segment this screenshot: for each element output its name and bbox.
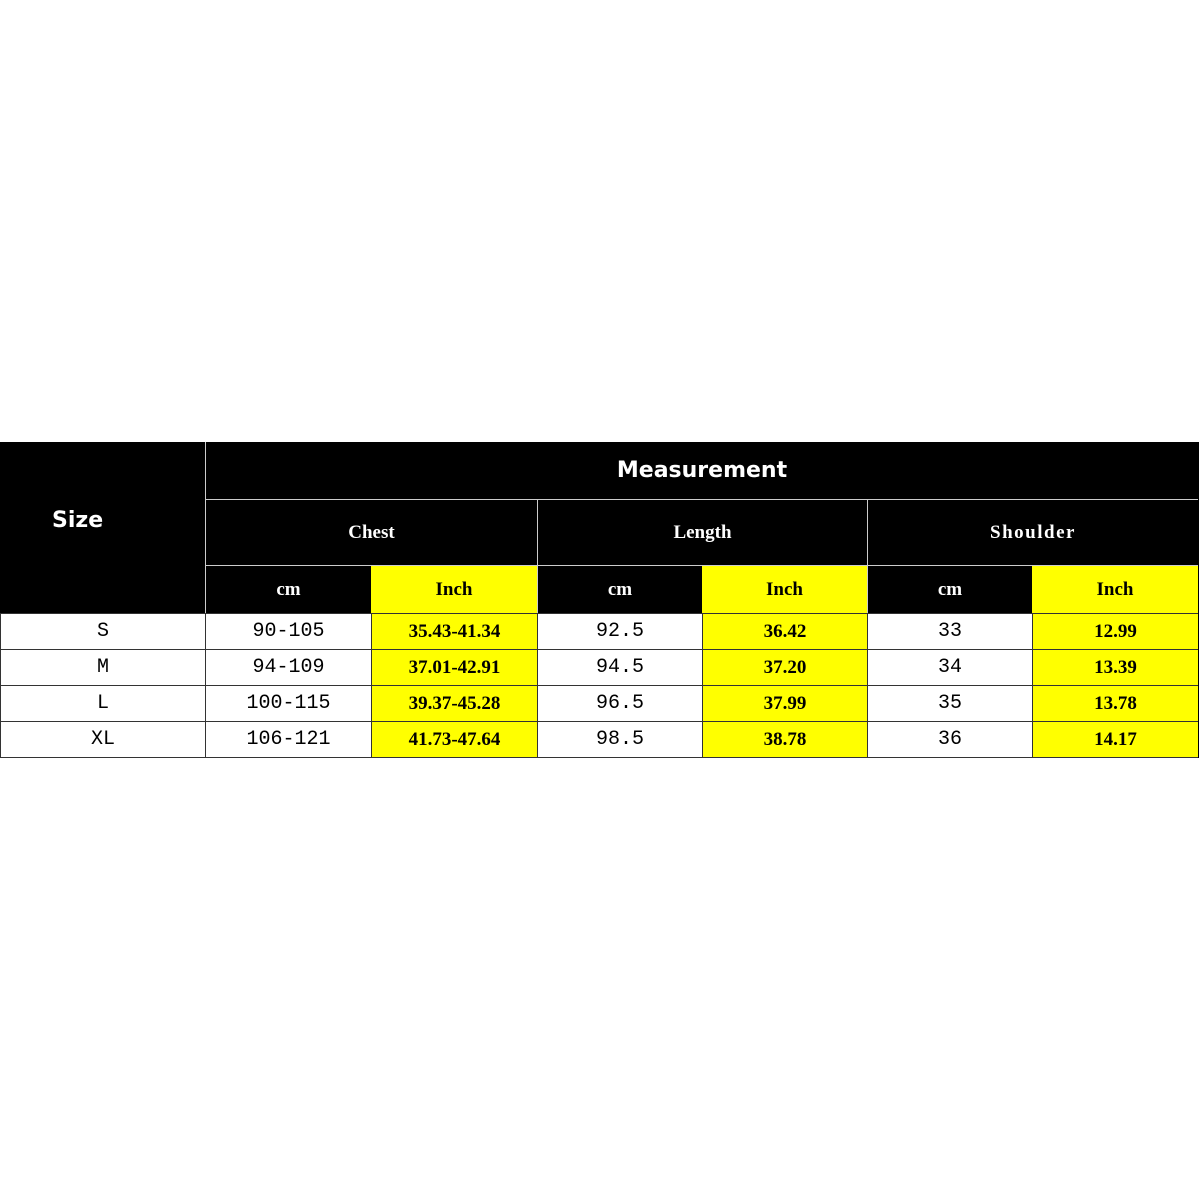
cell-length-inch: 37.99 <box>702 685 867 721</box>
unit-header-inch: Inch <box>371 565 537 613</box>
cell-size: S <box>0 613 205 649</box>
cell-chest-inch: 39.37-45.28 <box>371 685 537 721</box>
cell-length-inch: 38.78 <box>702 721 867 758</box>
cell-chest-inch: 41.73-47.64 <box>371 721 537 758</box>
cell-shoulder-inch: 12.99 <box>1032 613 1198 649</box>
unit-header-cm: cm <box>867 565 1032 613</box>
size-header: Size <box>0 442 205 613</box>
cell-shoulder-cm: 35 <box>867 685 1032 721</box>
cell-chest-inch: 37.01-42.91 <box>371 649 537 685</box>
group-header-chest: Chest <box>205 499 537 565</box>
cell-chest-cm: 90-105 <box>205 613 371 649</box>
cell-shoulder-cm: 33 <box>867 613 1032 649</box>
cell-length-cm: 92.5 <box>537 613 702 649</box>
cell-shoulder-cm: 36 <box>867 721 1032 758</box>
measurement-header: Measurement <box>205 442 1198 499</box>
unit-header-inch: Inch <box>1032 565 1198 613</box>
cell-length-inch: 36.42 <box>702 613 867 649</box>
group-header-shoulder: Shoulder <box>867 499 1198 565</box>
cell-length-cm: 94.5 <box>537 649 702 685</box>
cell-length-cm: 98.5 <box>537 721 702 758</box>
cell-size: XL <box>0 721 205 758</box>
unit-header-cm: cm <box>537 565 702 613</box>
cell-shoulder-inch: 13.39 <box>1032 649 1198 685</box>
cell-shoulder-inch: 14.17 <box>1032 721 1198 758</box>
cell-shoulder-inch: 13.78 <box>1032 685 1198 721</box>
cell-chest-cm: 94-109 <box>205 649 371 685</box>
cell-size: L <box>0 685 205 721</box>
cell-chest-cm: 106-121 <box>205 721 371 758</box>
unit-header-inch: Inch <box>702 565 867 613</box>
cell-length-cm: 96.5 <box>537 685 702 721</box>
cell-shoulder-cm: 34 <box>867 649 1032 685</box>
cell-chest-inch: 35.43-41.34 <box>371 613 537 649</box>
unit-header-cm: cm <box>205 565 371 613</box>
cell-chest-cm: 100-115 <box>205 685 371 721</box>
size-chart-table: Size Measurement Chest Length Shoulder c… <box>0 442 1199 758</box>
cell-size: M <box>0 649 205 685</box>
group-header-length: Length <box>537 499 867 565</box>
cell-length-inch: 37.20 <box>702 649 867 685</box>
